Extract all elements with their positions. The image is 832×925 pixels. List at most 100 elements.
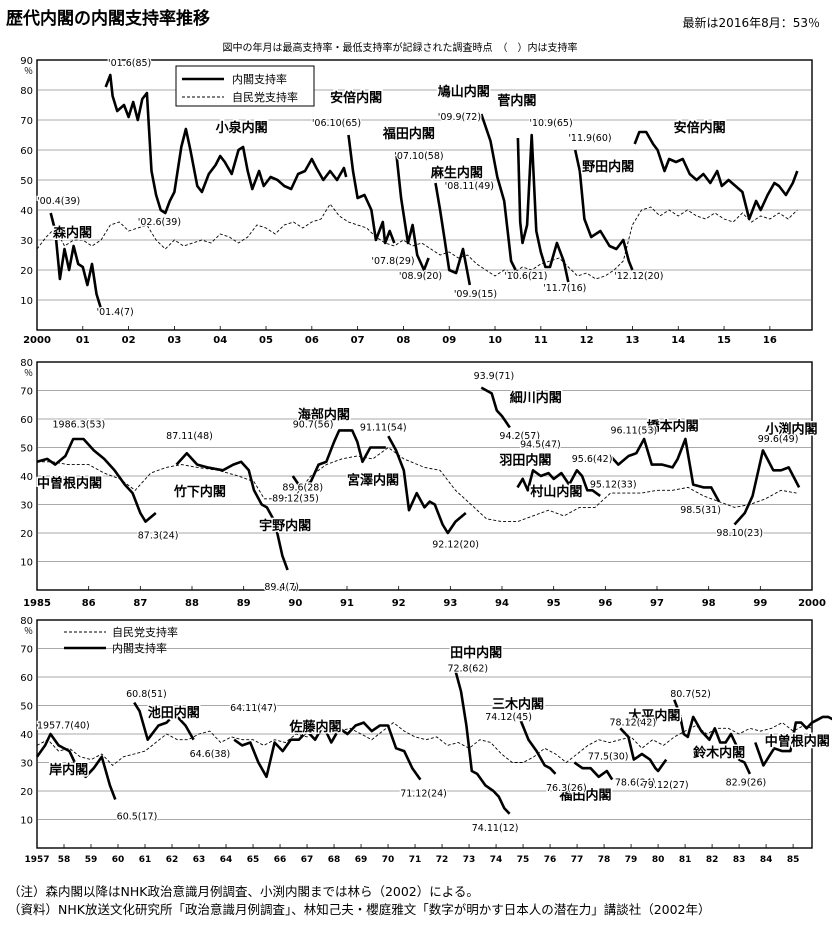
data-point-annotation: 82.9(26) <box>726 777 767 788</box>
data-point-annotation: 95.12(33) <box>590 479 637 490</box>
chart-2000-2016: 10 20 30 40 50 60 70 80 90％ 2000 01 02 03 04 05 06 07 08 0… <box>20 56 813 346</box>
x-tick-label: 74 <box>490 855 503 865</box>
data-point-annotation: 95.6(42) <box>572 454 613 465</box>
cabinet-name-label: 安倍内閣 <box>330 90 382 106</box>
data-point-annotation: 90.7(56) <box>293 420 334 431</box>
x-tick-label: 84 <box>760 855 773 865</box>
cabinet-support-line <box>104 73 348 215</box>
x-tick-label: 11 <box>534 335 548 346</box>
y-tick-label: 20 <box>20 266 33 277</box>
cabinet-name-label: 宇野内閣 <box>259 518 311 534</box>
y-tick-label: 70 <box>20 387 33 398</box>
data-point-annotation: 1957.7(40) <box>37 720 90 731</box>
cabinet-name-label: 福田内閣 <box>559 788 612 804</box>
data-point-annotation: 64.6(38) <box>190 749 231 760</box>
cabinet-support-line <box>480 386 511 429</box>
cabinet-support-line <box>133 701 195 742</box>
cabinet-name-label: 小泉内閣 <box>216 120 268 136</box>
cabinet-name-label: 羽田内閣 <box>499 453 551 469</box>
x-tick-label: 1957 <box>24 855 49 865</box>
x-tick-label: 83 <box>733 855 746 865</box>
cabinet-support-line <box>291 429 386 489</box>
x-tick-label: 16 <box>763 335 777 346</box>
data-point-annotation: 98.10(23) <box>716 528 763 539</box>
cabinet-name-label: 岸内閣 <box>49 762 88 778</box>
data-point-annotation: 89.6(28) <box>282 482 323 493</box>
y-tick-label: 30 <box>20 501 33 512</box>
cabinet-support-line <box>673 699 752 775</box>
x-tick-label: 62 <box>166 855 179 865</box>
data-point-annotation: 91.11(54) <box>360 422 407 433</box>
x-tick-label: 82 <box>706 855 719 865</box>
x-tick-label: 67 <box>301 855 314 865</box>
cabinet-support-line <box>609 437 721 503</box>
cabinet-name-label: 鳩山内閣 <box>438 84 490 100</box>
y-tick-label: 30 <box>20 759 33 770</box>
x-tick-label: 90 <box>288 598 302 609</box>
data-point-annotation: 92.12(20) <box>432 539 479 550</box>
data-point-annotation: 78.12(42) <box>609 717 656 728</box>
charts-canvas: 図中の年月は最高支持率・最低支持率が記録された調査時点 （ ）内は支持率 10 2… <box>20 41 832 865</box>
x-tick-label: 65 <box>247 855 260 865</box>
data-point-annotation: 74.12(45) <box>485 712 532 723</box>
data-point-annotation: '11.7(16) <box>543 283 586 294</box>
chart-1985-2000: 10 20 30 40 50 60 70 80％ 1985 86 87 88 89 90 91 92 93 94 9… <box>20 358 826 609</box>
data-point-annotation: '06.10(65) <box>312 118 361 129</box>
x-tick-label: 69 <box>355 855 368 865</box>
cabinet-name-label: 竹下内閣 <box>173 484 226 500</box>
data-point-annotation: 93.9(71) <box>474 371 515 382</box>
y-tick-label: 30 <box>20 236 33 247</box>
x-tick-label: 10 <box>488 335 502 346</box>
x-tick-label: 88 <box>185 598 199 609</box>
x-tick-label: 85 <box>787 855 800 865</box>
y-tick-label: 50 <box>20 702 33 713</box>
y-tick-label: 60 <box>20 415 33 426</box>
x-tick-label: 60 <box>112 855 125 865</box>
data-point-annotation: 78.6(24) <box>615 777 656 788</box>
y-tick-label: 40 <box>20 472 33 483</box>
legend-ldp-label: 自民党支持率 <box>232 90 298 104</box>
cabinet-support-line <box>519 719 557 775</box>
x-tick-label: 73 <box>463 855 476 865</box>
cabinet-name-label: 野田内閣 <box>582 159 634 175</box>
legend-cabinet-label: 内閣支持率 <box>232 72 287 86</box>
x-tick-label: 01 <box>76 335 90 346</box>
data-point-annotation: '11.9(60) <box>568 133 611 144</box>
y-unit-label: ％ <box>24 626 33 637</box>
x-tick-label: 94 <box>495 598 509 609</box>
x-tick-label: 64 <box>220 855 233 865</box>
cabinet-name-label: 宮澤内閣 <box>347 473 399 489</box>
cabinet-support-line <box>733 449 801 526</box>
data-point-annotation: '10.9(65) <box>529 118 572 129</box>
cabinet-name-label: 細川内閣 <box>510 390 562 406</box>
cabinet-support-line <box>754 715 832 767</box>
x-tick-label: 06 <box>305 335 319 346</box>
cabinet-support-line <box>633 130 799 221</box>
data-point-annotation: 98.5(31) <box>680 505 721 516</box>
cabinet-support-line <box>516 133 570 283</box>
x-tick-label: 97 <box>650 598 664 609</box>
data-point-annotation: 60.5(17) <box>117 812 158 823</box>
cabinet-name-label: 佐藤内閣 <box>288 719 341 735</box>
cabinet-support-line <box>347 134 396 245</box>
x-tick-label: 87 <box>133 598 147 609</box>
y-tick-label: 10 <box>20 296 33 307</box>
x-tick-label: 02 <box>122 335 136 346</box>
y-tick-label: 10 <box>20 816 33 827</box>
data-point-annotation: 89.12(35) <box>272 494 319 505</box>
x-tick-label: 71 <box>409 855 422 865</box>
x-tick-label: 04 <box>213 335 227 346</box>
x-tick-label: 63 <box>193 855 206 865</box>
y-tick-label: 40 <box>20 206 33 217</box>
data-point-annotation: '12.12(20) <box>614 271 663 282</box>
data-point-annotation: 99.6(49) <box>758 434 799 445</box>
data-point-annotation: 89.4(7) <box>264 582 299 593</box>
cabinet-support-line <box>573 761 614 781</box>
footnote-note: （注）森内閣以降はNHK政治意識月例調査、小渕内閣までは林ら（2002）による。 <box>8 884 479 899</box>
x-tick-label: 68 <box>328 855 341 865</box>
x-tick-label: 91 <box>340 598 354 609</box>
cabinet-support-line <box>175 451 289 571</box>
y-tick-label: 80 <box>20 358 33 369</box>
x-tick-label: 59 <box>85 855 98 865</box>
